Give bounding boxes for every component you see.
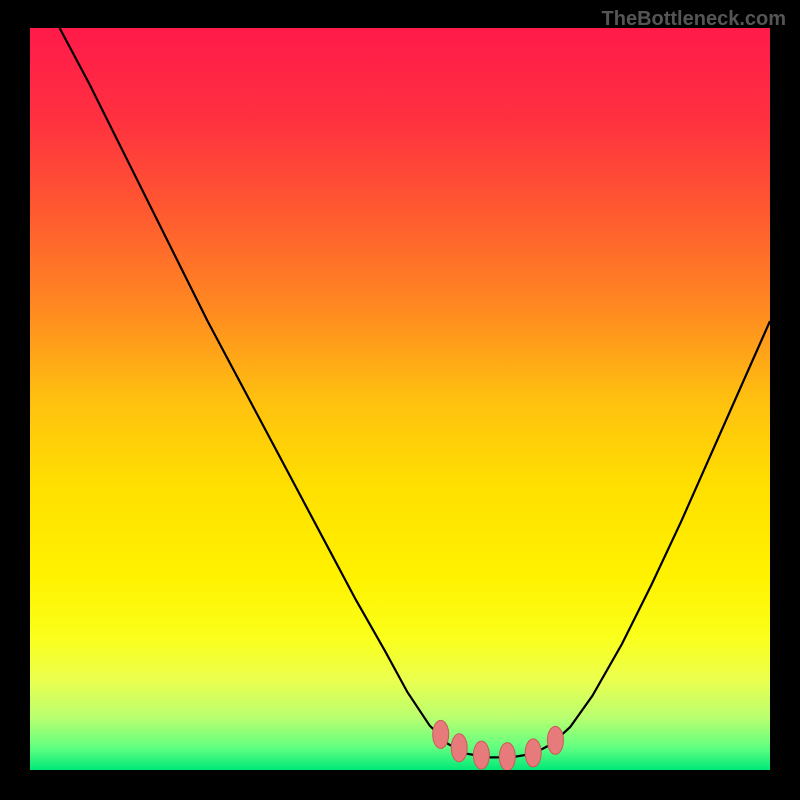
curve-layer — [30, 28, 770, 770]
plot-area — [30, 28, 770, 770]
watermark: TheBottleneck.com — [602, 8, 786, 31]
optimal-marker — [499, 743, 515, 770]
optimal-marker — [433, 720, 449, 748]
bottleneck-curve — [60, 28, 770, 757]
optimal-marker — [525, 739, 541, 767]
optimal-marker — [547, 726, 563, 754]
optimal-marker — [473, 741, 489, 769]
optimal-marker — [451, 734, 467, 762]
